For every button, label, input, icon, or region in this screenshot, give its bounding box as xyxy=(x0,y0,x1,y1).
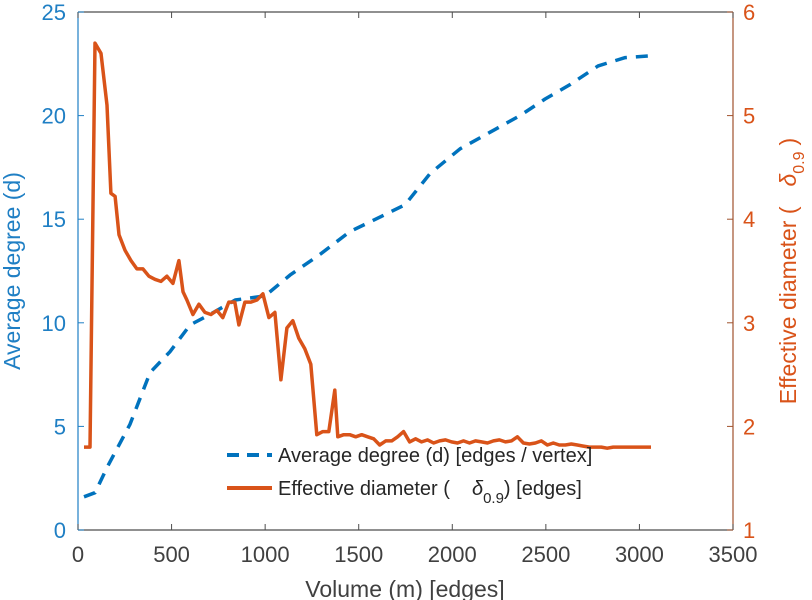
x-tick-label: 2000 xyxy=(428,542,477,567)
legend-label-degree: Average degree (d) [edges / vertex] xyxy=(278,445,592,467)
x-tick-label: 1500 xyxy=(334,542,383,567)
y-left-tick-label: 15 xyxy=(42,207,66,232)
x-tick-label: 2500 xyxy=(521,542,570,567)
y-axis-right-label: Effective diameter ( δ0.9) xyxy=(775,138,808,404)
legend-diameter-prefix: Effective diameter ( xyxy=(278,478,450,500)
axes xyxy=(77,11,734,531)
series-line-average-degree xyxy=(83,53,656,499)
y-axis-right-label-subscript: 0.9 xyxy=(791,151,808,173)
x-tick-label: 500 xyxy=(153,542,190,567)
legend-label-diameter: Effective diameter ( δ0.9) [edges] xyxy=(278,478,582,507)
y-axis-left-label: Average degree (d) xyxy=(0,172,25,370)
y-right-tick-label: 1 xyxy=(743,518,755,543)
ticks-layer: 0 500 1000 1500 2000 2500 3000 3500051015202512… xyxy=(42,0,758,567)
y-right-tick-label: 5 xyxy=(743,104,755,129)
y-left-tick-label: 10 xyxy=(42,311,66,336)
y-right-tick-label: 2 xyxy=(743,414,755,439)
legend-diameter-subscript: 0.9 xyxy=(483,490,504,507)
y-right-tick-label: 3 xyxy=(743,311,755,336)
y-left-tick-label: 25 xyxy=(42,0,66,25)
svg-text:Effective diameter (δ0.9): Effective diameter ( δ0.9) xyxy=(775,138,808,404)
y-left-tick-label: 20 xyxy=(42,104,66,129)
x-tick-label: 0 xyxy=(72,542,84,567)
legend-diameter-symbol: δ xyxy=(472,478,484,500)
series-line-effective-diameter xyxy=(84,41,651,450)
y-right-tick-label: 6 xyxy=(743,0,755,25)
y-right-tick-label: 4 xyxy=(743,207,755,232)
x-tick-label: 3000 xyxy=(615,542,664,567)
y-left-tick-label: 5 xyxy=(54,414,66,439)
legend: Average degree (d) [edges / vertex] Effe… xyxy=(227,445,592,507)
series-layer xyxy=(83,41,656,499)
x-tick-label: 1000 xyxy=(241,542,290,567)
x-axis-label: Volume (m) [edges] xyxy=(305,576,504,600)
y-axis-right-label-prefix: Effective diameter ( xyxy=(775,206,801,404)
y-left-tick-label: 0 xyxy=(54,518,66,543)
y-axis-right-label-suffix: ) xyxy=(775,138,801,146)
legend-diameter-suffix: ) [edges] xyxy=(504,478,582,500)
x-tick-label: 3500 xyxy=(709,542,758,567)
y-axis-right-label-symbol: δ xyxy=(775,173,801,186)
